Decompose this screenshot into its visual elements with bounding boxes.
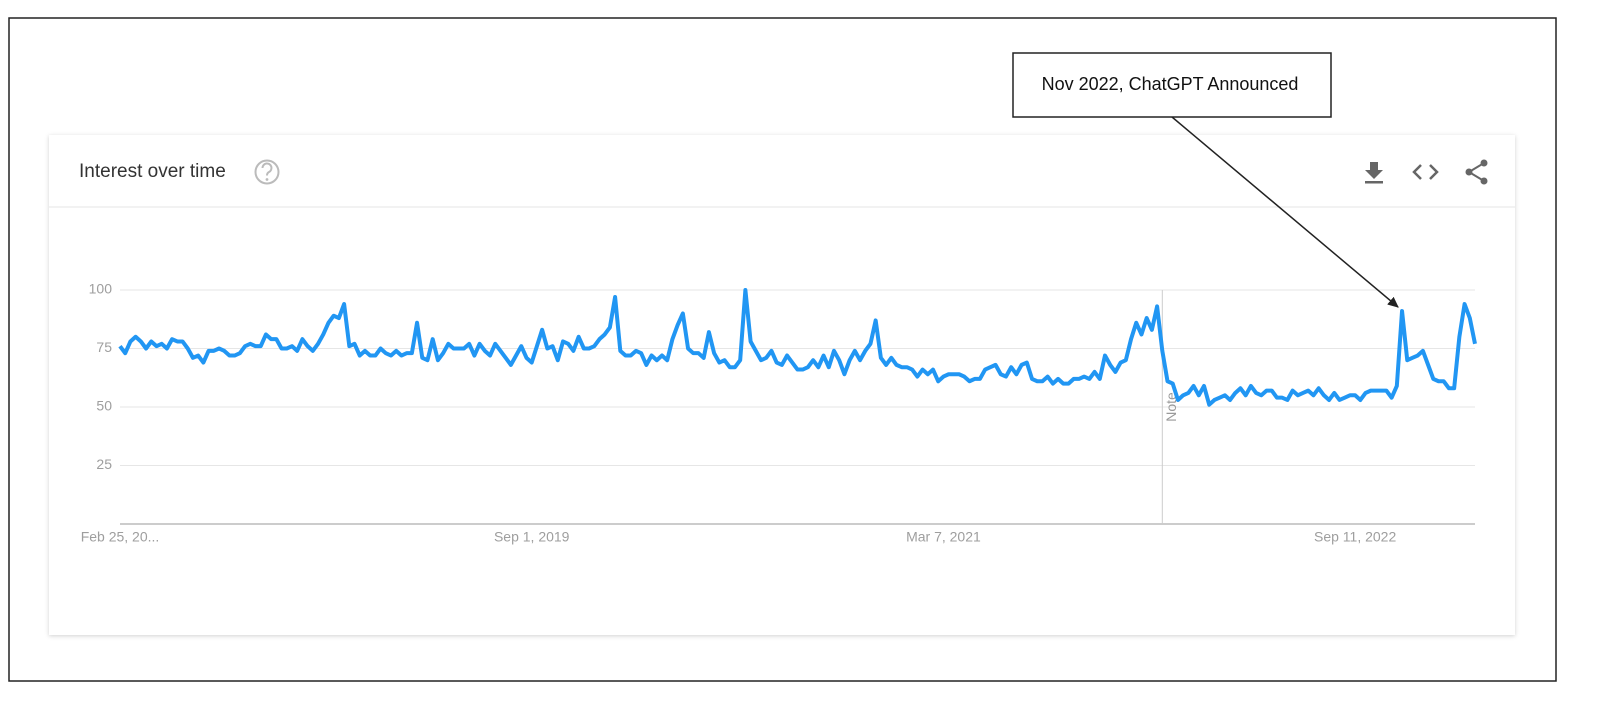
share-icon[interactable] [1465, 159, 1488, 185]
help-icon[interactable] [254, 159, 280, 185]
chart-title: Interest over time [79, 161, 226, 182]
x-tick-label: Mar 7, 2021 [906, 529, 981, 545]
y-tick-label: 100 [89, 281, 113, 297]
note-label: Note [1163, 392, 1179, 422]
x-tick-label: Sep 11, 2022 [1314, 529, 1396, 545]
x-tick-label: Feb 25, 20... [81, 529, 160, 545]
trend-line [118, 288, 1477, 407]
annotation-text: Nov 2022, ChatGPT Announced [1042, 74, 1299, 94]
annotation-box [1012, 52, 1332, 118]
card [49, 135, 1515, 635]
x-tick-label: Sep 1, 2019 [494, 529, 570, 545]
y-tick-label: 25 [96, 456, 112, 472]
y-tick-label: 75 [96, 339, 112, 355]
annotation-arrow [1171, 116, 1399, 308]
download-icon[interactable] [1365, 162, 1383, 184]
embed-icon[interactable] [1412, 164, 1439, 180]
y-tick-label: 50 [96, 398, 112, 414]
